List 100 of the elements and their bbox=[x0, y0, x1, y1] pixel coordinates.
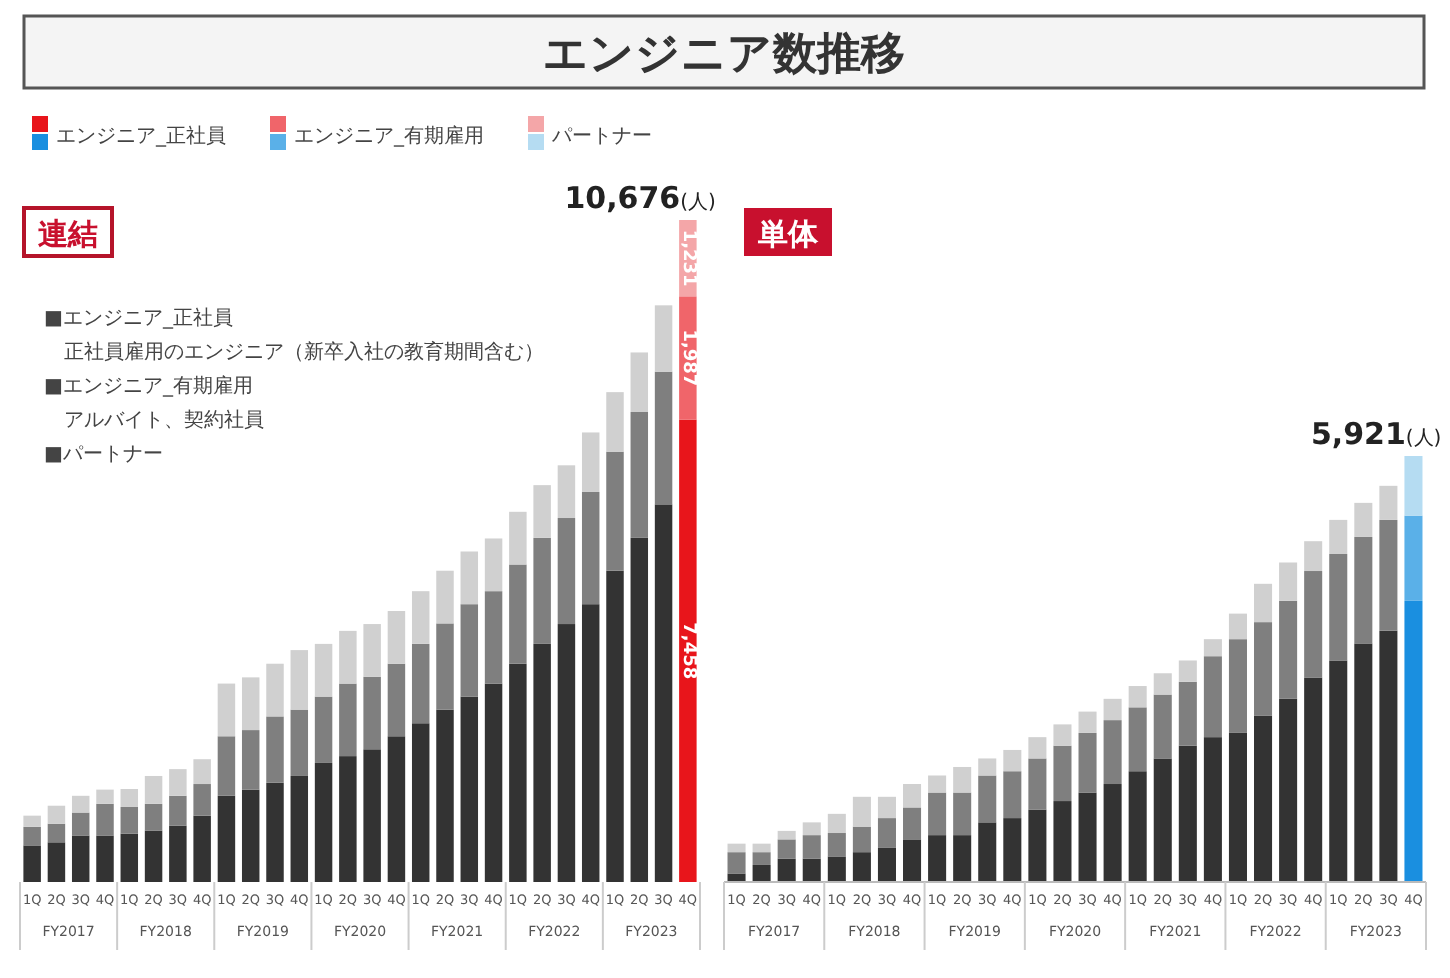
bar bbox=[241, 789, 260, 882]
bar bbox=[509, 663, 527, 882]
bar bbox=[928, 775, 947, 793]
bar bbox=[654, 305, 673, 372]
bar bbox=[1103, 720, 1122, 785]
bar bbox=[727, 873, 746, 882]
bar bbox=[509, 564, 527, 664]
bar bbox=[777, 830, 796, 840]
bar bbox=[363, 676, 381, 750]
bar bbox=[314, 643, 333, 697]
bar bbox=[1379, 630, 1398, 882]
bar bbox=[71, 835, 90, 882]
bar bbox=[1404, 600, 1423, 882]
bar bbox=[266, 663, 284, 717]
bar bbox=[1279, 562, 1298, 601]
legend-label: パートナー bbox=[550, 126, 652, 148]
data-label: 7,458 bbox=[677, 622, 698, 680]
bar bbox=[436, 709, 454, 882]
bar bbox=[23, 815, 41, 827]
bar bbox=[1028, 737, 1047, 759]
bar bbox=[339, 756, 357, 882]
bar bbox=[1329, 660, 1348, 882]
bar bbox=[1078, 732, 1097, 793]
bar bbox=[1279, 698, 1298, 882]
bar bbox=[144, 775, 163, 804]
bar bbox=[1304, 677, 1323, 882]
bar bbox=[1379, 519, 1398, 631]
bar bbox=[363, 749, 381, 882]
bar bbox=[509, 511, 527, 565]
bar bbox=[1228, 613, 1247, 640]
bar bbox=[1254, 715, 1273, 882]
bar bbox=[533, 537, 551, 644]
bar bbox=[1053, 745, 1072, 802]
bar bbox=[877, 847, 896, 882]
bar bbox=[1203, 639, 1222, 657]
bar bbox=[1354, 643, 1373, 882]
bar bbox=[1053, 801, 1072, 882]
data-label: 1,231 bbox=[677, 229, 698, 287]
bar bbox=[827, 856, 846, 882]
bar bbox=[827, 833, 846, 857]
bar bbox=[1279, 600, 1298, 699]
bar bbox=[777, 839, 796, 859]
bar bbox=[460, 551, 479, 605]
bar bbox=[339, 683, 357, 757]
bar bbox=[928, 792, 947, 836]
bar bbox=[1304, 541, 1323, 572]
bar bbox=[193, 815, 211, 882]
bar bbox=[1128, 771, 1147, 882]
bar bbox=[411, 643, 430, 724]
bar bbox=[47, 805, 66, 824]
bar bbox=[654, 504, 673, 882]
bar bbox=[1003, 749, 1022, 772]
bar bbox=[606, 451, 624, 571]
bar bbox=[679, 419, 697, 882]
bar bbox=[953, 766, 972, 793]
bar bbox=[460, 604, 479, 697]
bar bbox=[387, 663, 406, 737]
bar bbox=[877, 796, 896, 819]
bar bbox=[339, 630, 357, 684]
bar bbox=[47, 842, 66, 882]
bar bbox=[1028, 809, 1047, 882]
annotation: ■パートナー bbox=[44, 444, 163, 466]
bar bbox=[852, 852, 871, 882]
bar bbox=[802, 858, 821, 882]
bar bbox=[606, 392, 624, 452]
bar bbox=[752, 864, 771, 882]
bar bbox=[266, 716, 284, 783]
bar bbox=[96, 835, 114, 882]
bar bbox=[71, 812, 90, 836]
bar bbox=[903, 839, 922, 882]
bar bbox=[1128, 707, 1147, 772]
bar bbox=[387, 611, 406, 664]
chart-title: エンジニア数推移 bbox=[543, 30, 905, 80]
bar bbox=[1128, 686, 1147, 708]
bar bbox=[120, 788, 139, 807]
bar bbox=[852, 796, 871, 827]
bar bbox=[484, 538, 503, 592]
bar bbox=[1329, 553, 1348, 661]
bar bbox=[827, 813, 846, 834]
bar bbox=[1228, 639, 1247, 733]
bar bbox=[1379, 485, 1398, 520]
data-label: 1,987 bbox=[677, 329, 698, 387]
bar bbox=[1304, 571, 1323, 678]
bar bbox=[654, 371, 673, 505]
annotation: ■エンジニア_正社員 bbox=[44, 306, 233, 330]
bar bbox=[802, 835, 821, 859]
bar bbox=[1103, 784, 1122, 882]
bar bbox=[96, 803, 114, 836]
bar bbox=[533, 643, 551, 882]
bar bbox=[96, 789, 114, 804]
bar bbox=[1203, 737, 1222, 882]
bar bbox=[47, 823, 66, 843]
bar bbox=[217, 683, 236, 737]
bar bbox=[1254, 583, 1273, 623]
bar bbox=[217, 736, 236, 796]
bar bbox=[23, 845, 41, 882]
bar bbox=[436, 570, 454, 624]
bar bbox=[144, 803, 163, 831]
bar bbox=[903, 784, 922, 808]
chart-subtitle: 連結 bbox=[36, 216, 98, 252]
